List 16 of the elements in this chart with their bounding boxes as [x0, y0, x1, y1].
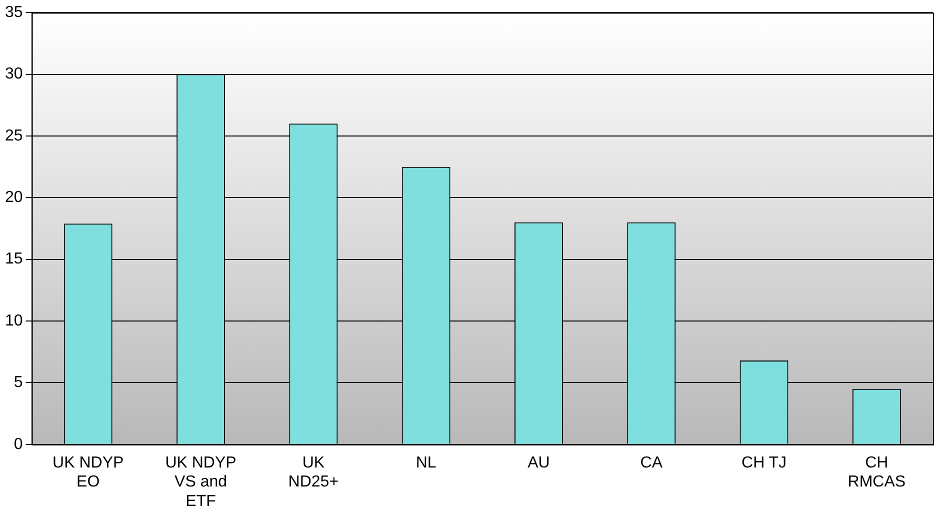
x-tick-label: UK ND25+	[288, 454, 339, 491]
x-tick-label: AU	[528, 454, 550, 472]
x-tick-label: NL	[416, 454, 436, 472]
x-tick-label: UK NDYP VS and ETF	[165, 454, 236, 510]
y-tick-label: 0	[14, 436, 23, 453]
y-tick-label: 35	[5, 4, 23, 22]
y-tick-label: 15	[5, 250, 23, 268]
y-tick-label: 25	[5, 127, 23, 144]
y-tick-label: 10	[5, 312, 23, 330]
y-tick-label: 20	[5, 189, 23, 206]
x-tick-label: CH TJ	[742, 454, 787, 472]
y-tick-label: 5	[14, 374, 23, 392]
y-tick-label: 30	[5, 66, 23, 83]
x-tick-label: UK NDYP EO	[52, 454, 124, 491]
x-tick-label: CA	[640, 454, 663, 472]
x-tick-label: CH RMCAS	[848, 454, 906, 491]
